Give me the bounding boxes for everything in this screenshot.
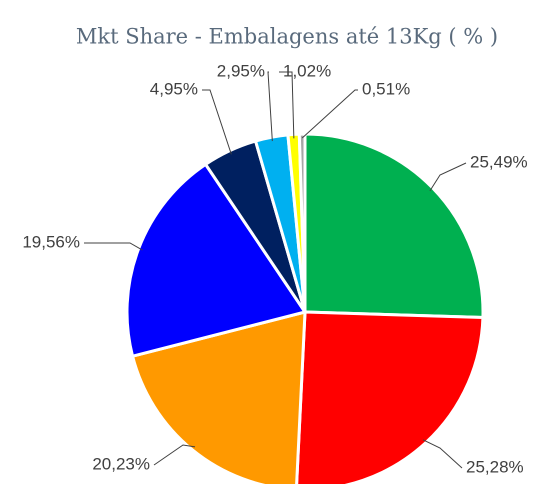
leader-line xyxy=(84,242,143,251)
leader-line xyxy=(301,89,358,139)
leader-line xyxy=(422,439,463,469)
chart-title: Mkt Share - Embalagens até 13Kg ( % ) xyxy=(76,25,498,49)
leader-line xyxy=(429,162,467,192)
pie-slice xyxy=(297,132,307,313)
pie-slice xyxy=(303,132,485,320)
data-label: 20,23% xyxy=(92,454,150,473)
pie-slice xyxy=(295,310,485,484)
data-label: 4,95% xyxy=(150,79,198,98)
leader-line xyxy=(279,71,295,139)
data-label: 0,51% xyxy=(362,79,410,98)
data-label: 25,49% xyxy=(470,152,528,171)
data-label: 2,95% xyxy=(217,61,265,80)
pie-slice xyxy=(130,310,307,484)
data-label: 25,28% xyxy=(466,457,524,476)
leader-line xyxy=(202,89,232,155)
leader-line xyxy=(153,444,196,466)
data-label: 19,56% xyxy=(22,232,80,251)
data-label: 1,02% xyxy=(283,61,331,80)
leader-line xyxy=(267,71,273,142)
pie-slice xyxy=(125,162,308,359)
